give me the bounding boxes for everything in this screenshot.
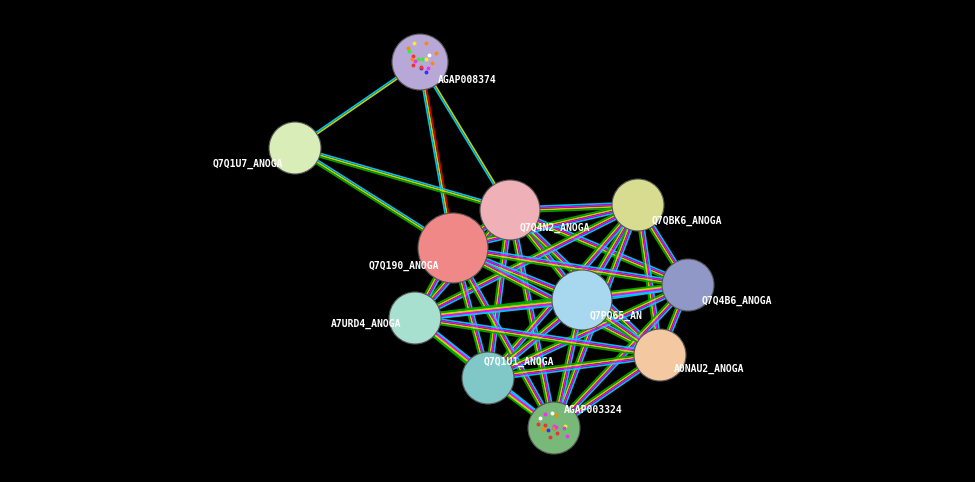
Text: Q7Q1U7_ANOGA: Q7Q1U7_ANOGA (213, 159, 283, 169)
Circle shape (418, 213, 488, 283)
Text: AGAP003324: AGAP003324 (564, 405, 623, 415)
Circle shape (552, 270, 612, 330)
Text: A0NAU2_ANOGA: A0NAU2_ANOGA (674, 364, 745, 374)
Circle shape (612, 179, 664, 231)
Text: A7URD4_ANOGA: A7URD4_ANOGA (331, 319, 401, 329)
Text: Q7Q190_ANOGA: Q7Q190_ANOGA (369, 261, 439, 271)
Text: Q7Q4N2_ANOGA: Q7Q4N2_ANOGA (520, 223, 591, 233)
Text: AGAP008374: AGAP008374 (438, 75, 496, 85)
Text: Q7PQ65_AN: Q7PQ65_AN (590, 311, 643, 321)
Circle shape (269, 122, 321, 174)
Text: Q7QBK6_ANOGA: Q7QBK6_ANOGA (652, 216, 722, 226)
Circle shape (634, 329, 686, 381)
Circle shape (462, 352, 514, 404)
Circle shape (392, 34, 448, 90)
Text: Q7Q1U1_ANOGA: Q7Q1U1_ANOGA (484, 357, 555, 367)
Circle shape (528, 402, 580, 454)
Circle shape (389, 292, 441, 344)
Circle shape (480, 180, 540, 240)
Text: Q7Q4B6_ANOGA: Q7Q4B6_ANOGA (702, 296, 772, 306)
Circle shape (662, 259, 714, 311)
